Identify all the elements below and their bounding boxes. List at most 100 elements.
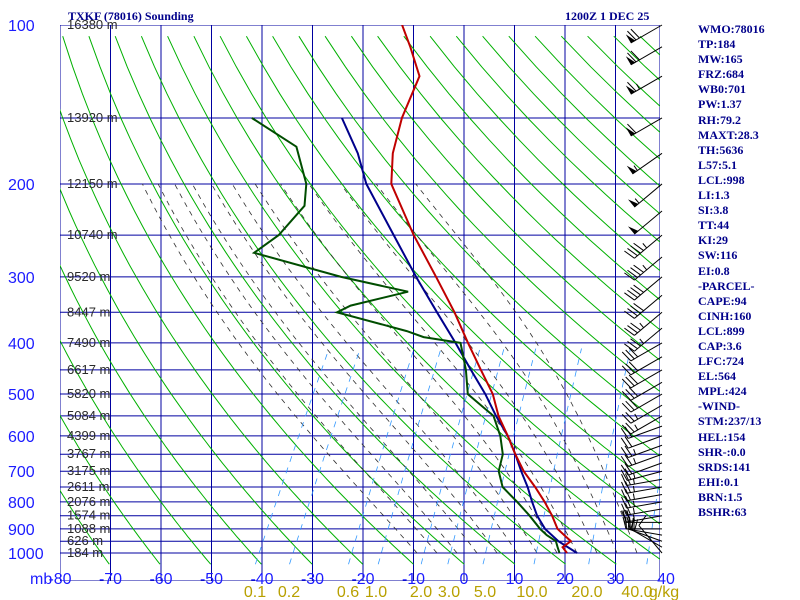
wind-barb <box>624 276 663 301</box>
dry-adiabat <box>62 36 414 565</box>
pressure-label: 100 <box>8 18 35 35</box>
moist-adiabat <box>340 183 598 554</box>
dry-adiabat <box>88 36 465 565</box>
wind-barb <box>638 515 663 554</box>
wind-barb <box>621 473 663 487</box>
dry-adiabat <box>60 187 313 565</box>
index-line: SHR-:0.0 <box>698 444 746 459</box>
height-label: 7490 m <box>67 335 110 350</box>
mixing-ratio-line <box>447 348 505 565</box>
temperature-tick-label: 20 <box>556 571 574 588</box>
wind-barb <box>624 294 663 319</box>
mixing-ratio-line <box>533 348 582 565</box>
sounding-indices-panel: WMO:78016 TP:184 MW:165 FRZ:684 WB0:701 PW:1.… <box>698 22 800 520</box>
mixing-ratio-tick-label: 5.0 <box>474 584 496 600</box>
height-label: 16380 m <box>67 17 118 32</box>
wind-barb <box>620 435 663 449</box>
mixing-ratio-line <box>420 348 481 565</box>
height-label: 12150 m <box>67 176 118 191</box>
mixing-ratio-line <box>377 348 442 565</box>
temperature-tick-label: -30 <box>301 571 324 588</box>
pressure-label: 800 <box>8 495 35 512</box>
index-line: SW:116 <box>698 248 738 263</box>
temperature-tick-label: -50 <box>200 571 223 588</box>
wind-barb <box>621 381 663 401</box>
index-line: CAP:3.6 <box>698 338 742 353</box>
wind-barb <box>621 369 663 389</box>
pressure-label: 600 <box>8 429 35 446</box>
index-line: WMO:78016 <box>698 22 765 36</box>
station-title: TXKF (78016) Sounding <box>68 9 194 23</box>
mixing-ratio-line <box>348 348 415 565</box>
height-label: 1088 m <box>67 521 110 536</box>
wind-barb <box>625 117 663 137</box>
pressure-label: 200 <box>8 177 35 194</box>
mixing-ratio-tick-label: 1.0 <box>365 584 387 600</box>
index-line: WB0:701 <box>698 82 746 97</box>
mixing-ratio-line <box>588 348 631 565</box>
index-line: STM:237/13 <box>698 414 762 429</box>
index-line: MW:165 <box>698 52 743 67</box>
temperature-tick-label: 30 <box>607 571 625 588</box>
dry-adiabat <box>245 35 660 491</box>
height-label: 5084 m <box>67 408 110 423</box>
dry-adiabat <box>60 108 364 565</box>
moist-adiabat <box>142 183 418 554</box>
height-label: 8447 m <box>67 304 110 319</box>
dewpoint-trace <box>251 117 561 554</box>
dry-adiabat <box>60 489 110 565</box>
height-label: 1574 m <box>67 508 110 523</box>
mixing-ratio-tick-label: 10.0 <box>516 584 547 600</box>
index-line: CINH:160 <box>698 308 752 323</box>
moist-adiabat <box>308 183 578 554</box>
mixing-ratio-tick-label: 2.0 <box>410 584 432 600</box>
moist-adiabat <box>375 183 618 554</box>
temperature-tick-label: -80 <box>48 571 71 588</box>
temperature-tick-label: -40 <box>250 571 273 588</box>
index-line: CAPE:94 <box>698 293 747 308</box>
wind-barb <box>620 462 663 476</box>
temperature-tick-label: 10 <box>506 571 524 588</box>
moist-adiabat <box>231 183 518 554</box>
mixing-ratio-line <box>646 473 660 565</box>
mixing-ratio-tick-label: 20.0 <box>571 584 602 600</box>
dry-adiabat <box>298 35 660 424</box>
wind-barb <box>625 46 663 66</box>
wind-barb <box>621 495 663 509</box>
mixing-ratio-tick-label: 0.1 <box>244 584 266 600</box>
mixing-ratio-tick-label: 0.2 <box>278 584 300 600</box>
dry-adiabat <box>60 414 161 565</box>
index-line: PW:1.37 <box>698 97 742 112</box>
temperature-trace <box>390 25 573 554</box>
mixing-ratio-line <box>482 348 537 565</box>
index-line: TP:184 <box>698 37 736 52</box>
dry-adiabat <box>60 339 212 565</box>
dry-adiabat <box>219 35 660 525</box>
index-line: RH:79.2 <box>698 112 741 127</box>
pressure-label: 300 <box>8 270 35 287</box>
index-line: BSHR:63 <box>698 505 747 519</box>
mixing-ratio-line <box>289 348 361 565</box>
dry-adiabat <box>167 35 617 565</box>
dry-adiabat <box>140 36 566 565</box>
dry-adiabat <box>403 35 660 301</box>
height-label: 9520 m <box>67 269 110 284</box>
wind-barb <box>622 516 662 530</box>
wind-barb <box>624 327 663 352</box>
moist-adiabat <box>211 183 498 554</box>
dry-adiabat <box>272 35 660 457</box>
dry-adiabat <box>350 35 660 361</box>
height-label: 3175 m <box>67 463 110 478</box>
wind-barb <box>626 152 663 175</box>
wind-barb <box>621 502 663 516</box>
index-line: EL:564 <box>698 369 737 384</box>
index-line: MAXT:28.3 <box>698 127 759 142</box>
temperature-tick-label: -60 <box>149 571 172 588</box>
wind-barb <box>621 356 663 376</box>
index-line: TH:5636 <box>698 142 744 157</box>
mixing-ratio-line <box>255 348 330 565</box>
mixing-ratio-unit: g/kg <box>649 584 679 600</box>
moist-adiabat <box>157 183 438 554</box>
height-label: 2076 m <box>67 494 110 509</box>
